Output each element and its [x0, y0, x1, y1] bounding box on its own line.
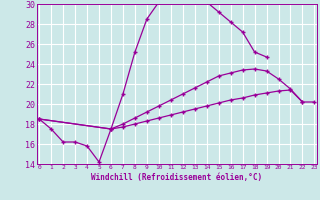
X-axis label: Windchill (Refroidissement éolien,°C): Windchill (Refroidissement éolien,°C) [91, 173, 262, 182]
